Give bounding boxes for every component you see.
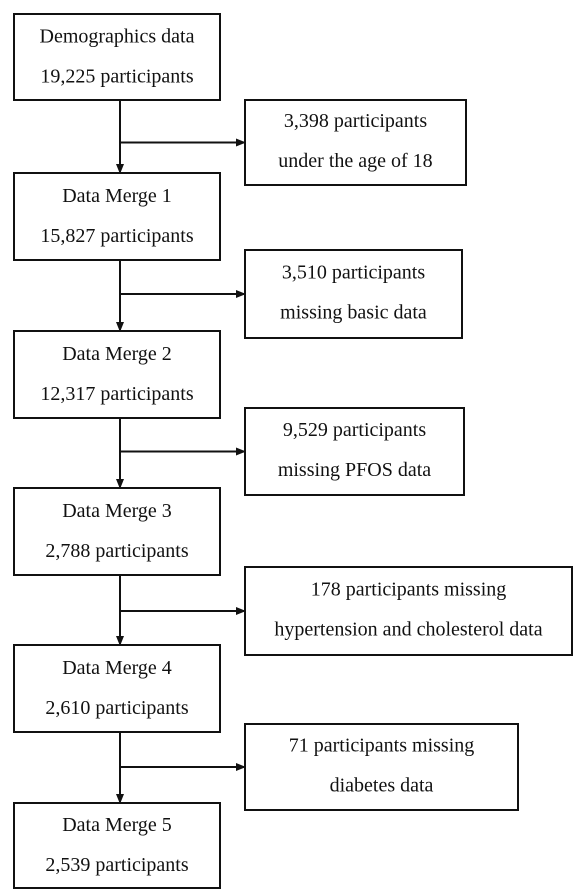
exclusion-line: missing PFOS data <box>278 459 431 481</box>
step-box <box>13 330 221 419</box>
step-label: Data Merge 5 <box>62 814 172 836</box>
step-box <box>13 172 221 261</box>
step-count: 2,788 participants <box>45 540 189 562</box>
step-count: 19,225 participants <box>40 66 194 88</box>
step-count: 12,317 participants <box>40 383 194 405</box>
exclusion-line: under the age of 18 <box>278 150 432 172</box>
exclusion-line: 71 participants missing <box>289 735 475 757</box>
step-label: Demographics data <box>40 26 195 48</box>
step-count: 2,539 participants <box>45 854 189 876</box>
step-count: 15,827 participants <box>40 225 194 247</box>
step-label: Data Merge 1 <box>62 185 172 207</box>
step-box <box>13 644 221 733</box>
exclusion-line: 3,398 participants <box>284 110 428 132</box>
step-label: Data Merge 2 <box>62 343 172 365</box>
exclusion-line: 178 participants missing <box>311 579 507 601</box>
exclusion-line: 3,510 participants <box>282 262 426 284</box>
exclusion-box <box>244 249 463 339</box>
exclusion-box <box>244 566 573 656</box>
step-box <box>13 13 221 101</box>
exclusion-box <box>244 99 467 186</box>
exclusion-line: missing basic data <box>280 302 427 324</box>
step-box <box>13 487 221 576</box>
step-box <box>13 802 221 889</box>
step-count: 2,610 participants <box>45 697 189 719</box>
exclusion-line: diabetes data <box>330 775 434 797</box>
exclusion-box <box>244 723 519 811</box>
exclusion-line: 9,529 participants <box>283 419 427 441</box>
exclusion-box <box>244 407 465 496</box>
step-label: Data Merge 3 <box>62 500 172 522</box>
exclusion-line: hypertension and cholesterol data <box>274 619 542 641</box>
step-label: Data Merge 4 <box>62 657 172 679</box>
